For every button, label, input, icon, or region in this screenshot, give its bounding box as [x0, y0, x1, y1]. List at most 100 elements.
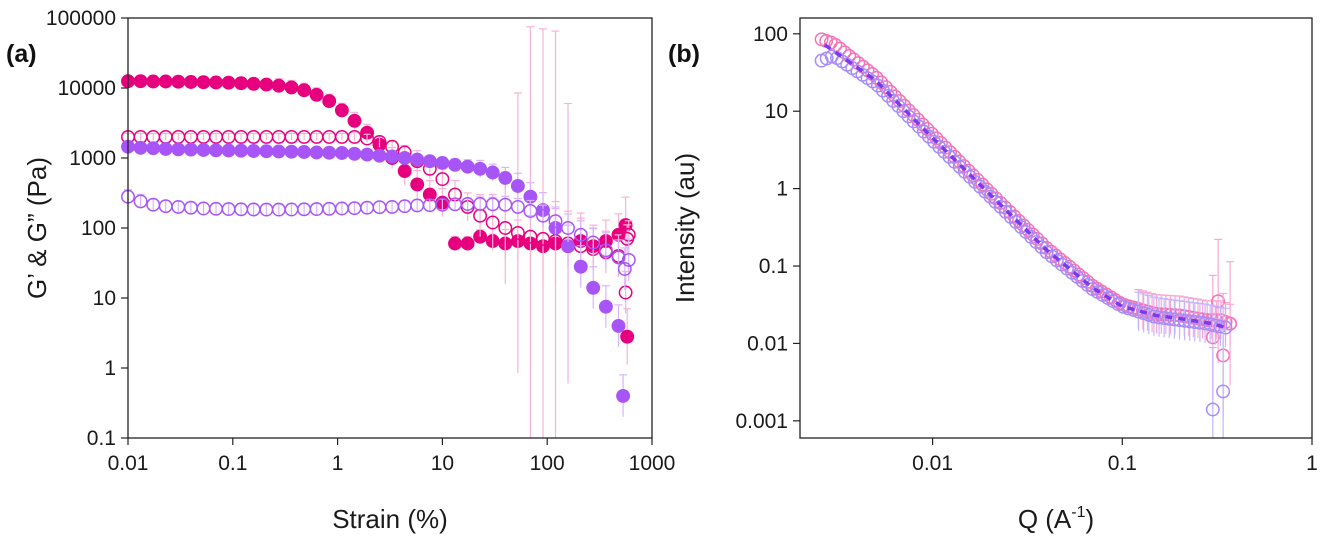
data-point-b-1-71 — [1177, 313, 1192, 328]
data-point-a-2-10 — [246, 144, 261, 158]
data-point-b-1-39 — [1014, 220, 1028, 234]
data-point-b-1-37 — [1003, 209, 1018, 224]
x-tick-label-b-2: 1 — [1306, 452, 1318, 475]
data-point-b-0-45 — [1021, 222, 1036, 237]
data-point-extra-b-1-0 — [1205, 402, 1220, 417]
x-tick-label-a-3: 10 — [431, 452, 454, 475]
data-point-a-1-19 — [360, 131, 375, 146]
data-point-b-1-73 — [1187, 315, 1202, 330]
data-point-a-0-5 — [183, 75, 198, 89]
data-point-b-1-65 — [1146, 309, 1161, 324]
data-point-a-2-27 — [460, 159, 475, 174]
data-point-a-0-41 — [620, 329, 635, 344]
data-point-a-0-17 — [334, 103, 349, 118]
y-tick-label-b-0: 0.001 — [735, 410, 788, 433]
x-tick-label-a-0: 0.01 — [108, 452, 149, 475]
x-tick-label-a-5: 1000 — [629, 452, 676, 475]
data-point-a-2-36 — [573, 259, 588, 274]
data-point-b-1-28 — [957, 164, 972, 179]
data-point-a-1-20 — [372, 134, 387, 149]
panel-label-b: (b) — [668, 40, 700, 68]
data-point-a-2-7 — [209, 143, 223, 158]
data-point-a-0-18 — [347, 113, 362, 128]
data-point-a-2-2 — [146, 141, 161, 156]
y-tick-label-a-0: 0.1 — [87, 427, 116, 450]
data-point-a-2-14 — [297, 145, 312, 159]
data-point-b-1-78 — [1213, 319, 1228, 334]
data-point-a-2-30 — [498, 170, 513, 185]
data-point-a-3-33 — [536, 208, 550, 223]
data-point-b-1-41 — [1024, 230, 1039, 244]
x-tick-label-b-1: 0.1 — [1108, 452, 1137, 475]
x-axis-title-b: Q (A-1) — [1018, 504, 1094, 534]
data-point-b-1-11 — [870, 78, 885, 93]
data-point-b-1-18 — [906, 114, 921, 129]
data-point-extra-b-0-3 — [1223, 316, 1238, 331]
data-point-a-2-37 — [586, 280, 601, 295]
data-point-b-1-42 — [1029, 235, 1044, 250]
data-point-a-2-15 — [309, 145, 324, 160]
data-point-b-1-68 — [1162, 311, 1177, 326]
data-point-b-1-75 — [1198, 316, 1213, 331]
data-point-b-1-38 — [1008, 214, 1023, 229]
data-point-a-2-25 — [435, 155, 450, 170]
data-point-b-1-17 — [901, 109, 916, 124]
data-point-a-0-7 — [209, 75, 223, 90]
data-point-a-2-38 — [598, 299, 613, 314]
data-point-b-1-25 — [942, 149, 957, 164]
data-point-a-1-31 — [510, 225, 525, 240]
data-point-b-1-40 — [1019, 225, 1034, 239]
data-point-a-2-4 — [171, 142, 186, 157]
data-point-a-0-1 — [133, 74, 148, 89]
y-tick-label-a-3: 100 — [81, 217, 116, 240]
data-point-b-1-19 — [911, 119, 926, 134]
data-point-b-1-79 — [1218, 320, 1233, 335]
data-point-b-0-25 — [929, 131, 944, 146]
data-point-a-2-18 — [347, 146, 362, 161]
y-tick-label-b-5: 100 — [753, 23, 788, 46]
data-point-b-1-12 — [876, 83, 890, 98]
data-point-a-0-6 — [196, 75, 211, 90]
data-point-b-0-35 — [975, 177, 990, 192]
data-point-a-0-3 — [158, 74, 173, 89]
data-point-a-0-14 — [297, 83, 312, 98]
data-point-b-1-22 — [927, 134, 942, 149]
data-point-b-1-43 — [1034, 240, 1049, 255]
data-point-a-3-37 — [586, 235, 601, 250]
data-point-a-2-24 — [422, 154, 437, 169]
x-tick-label-b-0: 0.01 — [912, 452, 953, 475]
data-point-a-2-39 — [611, 318, 626, 333]
plot-area-a — [121, 26, 636, 438]
data-point-a-2-17 — [334, 146, 349, 160]
data-point-a-0-2 — [146, 74, 161, 89]
x-tick-label-a-1: 0.1 — [218, 452, 247, 475]
data-point-b-1-70 — [1172, 313, 1187, 328]
data-point-a-0-13 — [284, 80, 299, 95]
chart-panel-a: 0.01 0.1 1 10 100 10000.111010010001000010000… — [6, 7, 675, 534]
data-point-b-1-21 — [922, 129, 936, 144]
data-point-b-1-35 — [993, 199, 1008, 214]
data-point-a-3-35 — [561, 221, 575, 235]
data-point-a-3-31 — [510, 199, 525, 214]
data-point-b-1-24 — [937, 144, 952, 159]
data-point-b-1-30 — [968, 174, 982, 189]
data-point-a-2-22 — [397, 151, 412, 165]
plot-area-b — [814, 32, 1238, 438]
data-point-a-3-41 — [621, 252, 636, 267]
data-point-b-1-13 — [881, 88, 896, 103]
data-point-a-2-28 — [473, 161, 488, 176]
data-point-a-0-26 — [448, 236, 462, 251]
data-point-b-1-15 — [891, 99, 906, 113]
plot-frame-b — [799, 17, 1313, 439]
data-point-a-1-30 — [498, 221, 513, 235]
data-point-a-2-9 — [234, 143, 249, 158]
data-point-a-3-40 — [617, 262, 632, 276]
data-point-b-0-34 — [970, 173, 985, 187]
data-point-b-0-23 — [920, 122, 935, 136]
data-point-a-0-8 — [221, 75, 236, 90]
data-point-b-0-11 — [865, 66, 880, 81]
data-point-b-1-31 — [973, 179, 988, 194]
panel-label-a: (a) — [6, 40, 37, 68]
data-point-b-1-32 — [978, 184, 993, 199]
